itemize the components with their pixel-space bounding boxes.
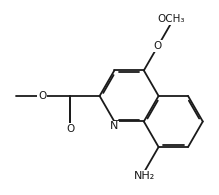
Text: NH₂: NH₂ xyxy=(134,171,155,181)
Text: OCH₃: OCH₃ xyxy=(157,14,185,24)
Text: N: N xyxy=(110,121,118,131)
Text: O: O xyxy=(38,91,46,101)
Text: O: O xyxy=(66,124,74,134)
Text: O: O xyxy=(154,41,162,51)
